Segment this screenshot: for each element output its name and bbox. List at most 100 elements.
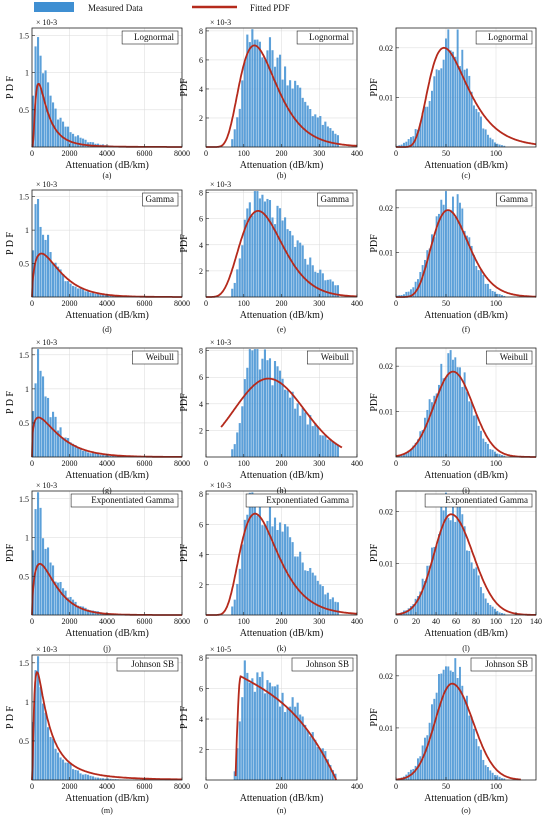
y-axis-label: PDF bbox=[179, 234, 190, 253]
histogram-bar bbox=[334, 442, 337, 457]
distribution-label: Weibull bbox=[146, 352, 175, 362]
histogram-bar bbox=[326, 439, 329, 457]
histogram-bar bbox=[435, 69, 438, 147]
histogram-bar bbox=[466, 68, 468, 147]
histogram-bar bbox=[39, 226, 42, 297]
histogram-bar bbox=[241, 80, 244, 147]
histogram-bar bbox=[97, 777, 100, 780]
axes-frame bbox=[395, 490, 537, 616]
histogram-bar bbox=[273, 686, 277, 780]
histogram-bar bbox=[64, 126, 67, 147]
histogram-bar bbox=[403, 142, 405, 147]
distribution-label-box bbox=[245, 493, 354, 508]
histogram-bar bbox=[273, 517, 277, 615]
histogram-bar bbox=[233, 129, 236, 147]
histogram-bar bbox=[79, 773, 82, 780]
histogram-bar bbox=[428, 248, 431, 297]
histogram-bar bbox=[468, 75, 471, 147]
histogram-bar bbox=[400, 295, 403, 297]
subfigure-label: (l) bbox=[462, 644, 470, 653]
histogram-bar bbox=[92, 453, 95, 457]
fitted-pdf-curve bbox=[396, 46, 536, 148]
histogram-bar bbox=[403, 294, 405, 297]
histogram-bar bbox=[266, 50, 269, 147]
x-tick-label: 2000 bbox=[62, 459, 78, 468]
histogram-bar bbox=[442, 510, 445, 615]
histogram-bar bbox=[104, 778, 107, 780]
histogram-bar bbox=[236, 269, 239, 297]
x-tick-label: 50 bbox=[442, 149, 450, 158]
histogram-bar bbox=[44, 548, 47, 615]
histogram-bar bbox=[261, 57, 264, 148]
histogram-bar bbox=[435, 393, 438, 457]
histogram-bar bbox=[306, 105, 309, 147]
histogram-bar bbox=[428, 722, 431, 780]
histogram-bar bbox=[248, 42, 251, 148]
histogram-bar bbox=[67, 438, 70, 457]
histogram-bar bbox=[67, 281, 70, 297]
histogram-bar bbox=[67, 762, 70, 780]
y-axis-label: PDF bbox=[369, 543, 380, 562]
chart-panel-n: 0 200 400 2 4 6 8 × 10-5 Johnson SB Attenuation (… bbox=[179, 645, 363, 815]
histogram-bar bbox=[37, 656, 40, 780]
fitted-pdf-curve bbox=[206, 210, 357, 298]
histogram-bar bbox=[89, 775, 92, 780]
histogram-bar bbox=[273, 361, 277, 457]
x-tick-label: 400 bbox=[351, 617, 363, 626]
histogram-bar bbox=[454, 216, 457, 297]
chart-panel-h: 0 100 200 300 400 2 4 6 8 × 10-3 Weibull Attenuatio… bbox=[179, 338, 363, 495]
distribution-label: Lognormal bbox=[134, 32, 174, 42]
histogram-bar bbox=[461, 208, 464, 297]
x-tick-label: 4000 bbox=[99, 149, 115, 158]
histogram-bar bbox=[84, 774, 87, 780]
x-tick-label: 0 bbox=[394, 299, 398, 308]
histogram-bar bbox=[449, 670, 452, 780]
histogram-bar bbox=[435, 692, 438, 780]
histogram-bar bbox=[248, 492, 251, 615]
histogram-bar bbox=[433, 698, 436, 780]
histogram-bar bbox=[291, 235, 294, 297]
histogram-bar bbox=[412, 768, 415, 780]
y-tick-label: 1.5 bbox=[19, 31, 29, 40]
distribution-label-box bbox=[132, 350, 179, 365]
distribution-label: Johnson SB bbox=[485, 659, 528, 669]
histogram-bar bbox=[54, 416, 57, 457]
histogram-bar bbox=[69, 132, 72, 147]
histogram-bar bbox=[273, 66, 277, 147]
histogram-bar bbox=[452, 196, 454, 297]
histogram-bar bbox=[268, 37, 272, 147]
histogram-bar bbox=[331, 770, 334, 780]
histogram-bar bbox=[501, 145, 503, 147]
distribution-label-box bbox=[470, 657, 533, 672]
histogram-bar bbox=[324, 594, 327, 615]
y-axis-label: P D F bbox=[5, 232, 16, 255]
histogram-bar bbox=[417, 129, 419, 147]
histogram-bar bbox=[459, 666, 461, 780]
histogram-bars bbox=[396, 350, 506, 457]
distribution-label: Exponentiated Gamma bbox=[445, 495, 528, 505]
distribution-label: Lognormal bbox=[488, 32, 528, 42]
distribution-label-box bbox=[116, 657, 179, 672]
histogram-bar bbox=[42, 376, 45, 457]
x-tick-label: 100 bbox=[238, 459, 250, 468]
histogram-bar bbox=[501, 295, 503, 297]
x-tick-label: 8000 bbox=[174, 459, 190, 468]
histogram-bar bbox=[258, 369, 261, 457]
histogram-bar bbox=[301, 562, 304, 615]
histogram-bar bbox=[109, 778, 112, 780]
x-tick-label: 0 bbox=[204, 299, 208, 308]
y-tick-label: 0.5 bbox=[19, 572, 29, 581]
histogram-bar bbox=[82, 606, 85, 615]
histogram-bar bbox=[74, 445, 77, 457]
histogram-bar bbox=[246, 34, 249, 148]
histogram-bar bbox=[241, 245, 244, 297]
histogram-bar bbox=[57, 266, 60, 297]
histogram-bar bbox=[438, 534, 440, 615]
histogram-bar bbox=[62, 121, 65, 147]
histogram-bar bbox=[278, 522, 282, 615]
histogram-bar bbox=[326, 279, 329, 297]
histogram-bar bbox=[74, 286, 77, 297]
subfigure-label: (a) bbox=[103, 171, 112, 180]
histogram-bar bbox=[102, 455, 105, 457]
x-tick-label: 400 bbox=[351, 459, 363, 468]
